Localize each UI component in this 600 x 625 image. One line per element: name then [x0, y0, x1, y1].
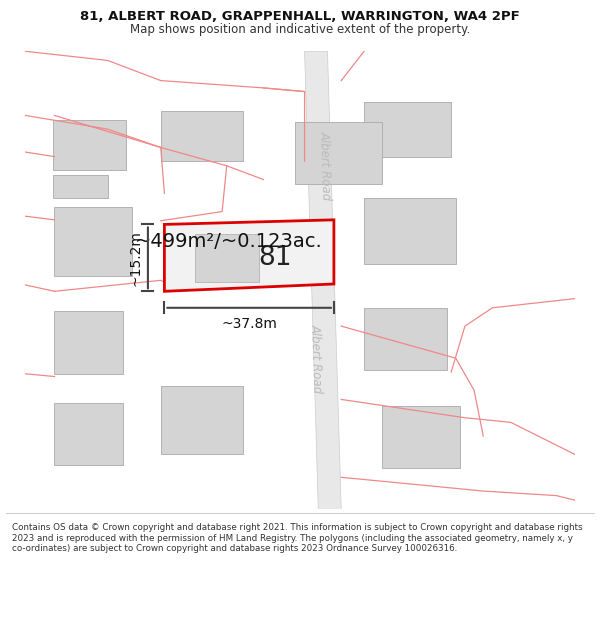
Text: ~499m²/~0.123ac.: ~499m²/~0.123ac. [134, 232, 322, 251]
Bar [53, 120, 126, 171]
Bar [295, 122, 382, 184]
Bar [55, 403, 123, 466]
Text: Albert Road: Albert Road [318, 131, 334, 201]
Text: 81: 81 [258, 244, 292, 271]
Bar [53, 175, 107, 198]
Bar [161, 111, 243, 161]
Text: 81, ALBERT ROAD, GRAPPENHALL, WARRINGTON, WA4 2PF: 81, ALBERT ROAD, GRAPPENHALL, WARRINGTON… [80, 10, 520, 23]
Bar [364, 102, 451, 157]
Polygon shape [164, 220, 334, 291]
Bar [382, 406, 460, 468]
Bar [55, 311, 123, 374]
Polygon shape [305, 51, 341, 509]
Bar [364, 198, 456, 264]
Bar [194, 234, 259, 282]
Text: ~15.2m: ~15.2m [128, 230, 142, 286]
Bar [364, 308, 446, 370]
Bar [161, 386, 243, 454]
Bar [55, 207, 133, 276]
Text: Albert Road: Albert Road [309, 323, 324, 393]
Text: ~37.8m: ~37.8m [221, 317, 277, 331]
Text: Map shows position and indicative extent of the property.: Map shows position and indicative extent… [130, 23, 470, 36]
Text: Contains OS data © Crown copyright and database right 2021. This information is : Contains OS data © Crown copyright and d… [12, 523, 583, 553]
